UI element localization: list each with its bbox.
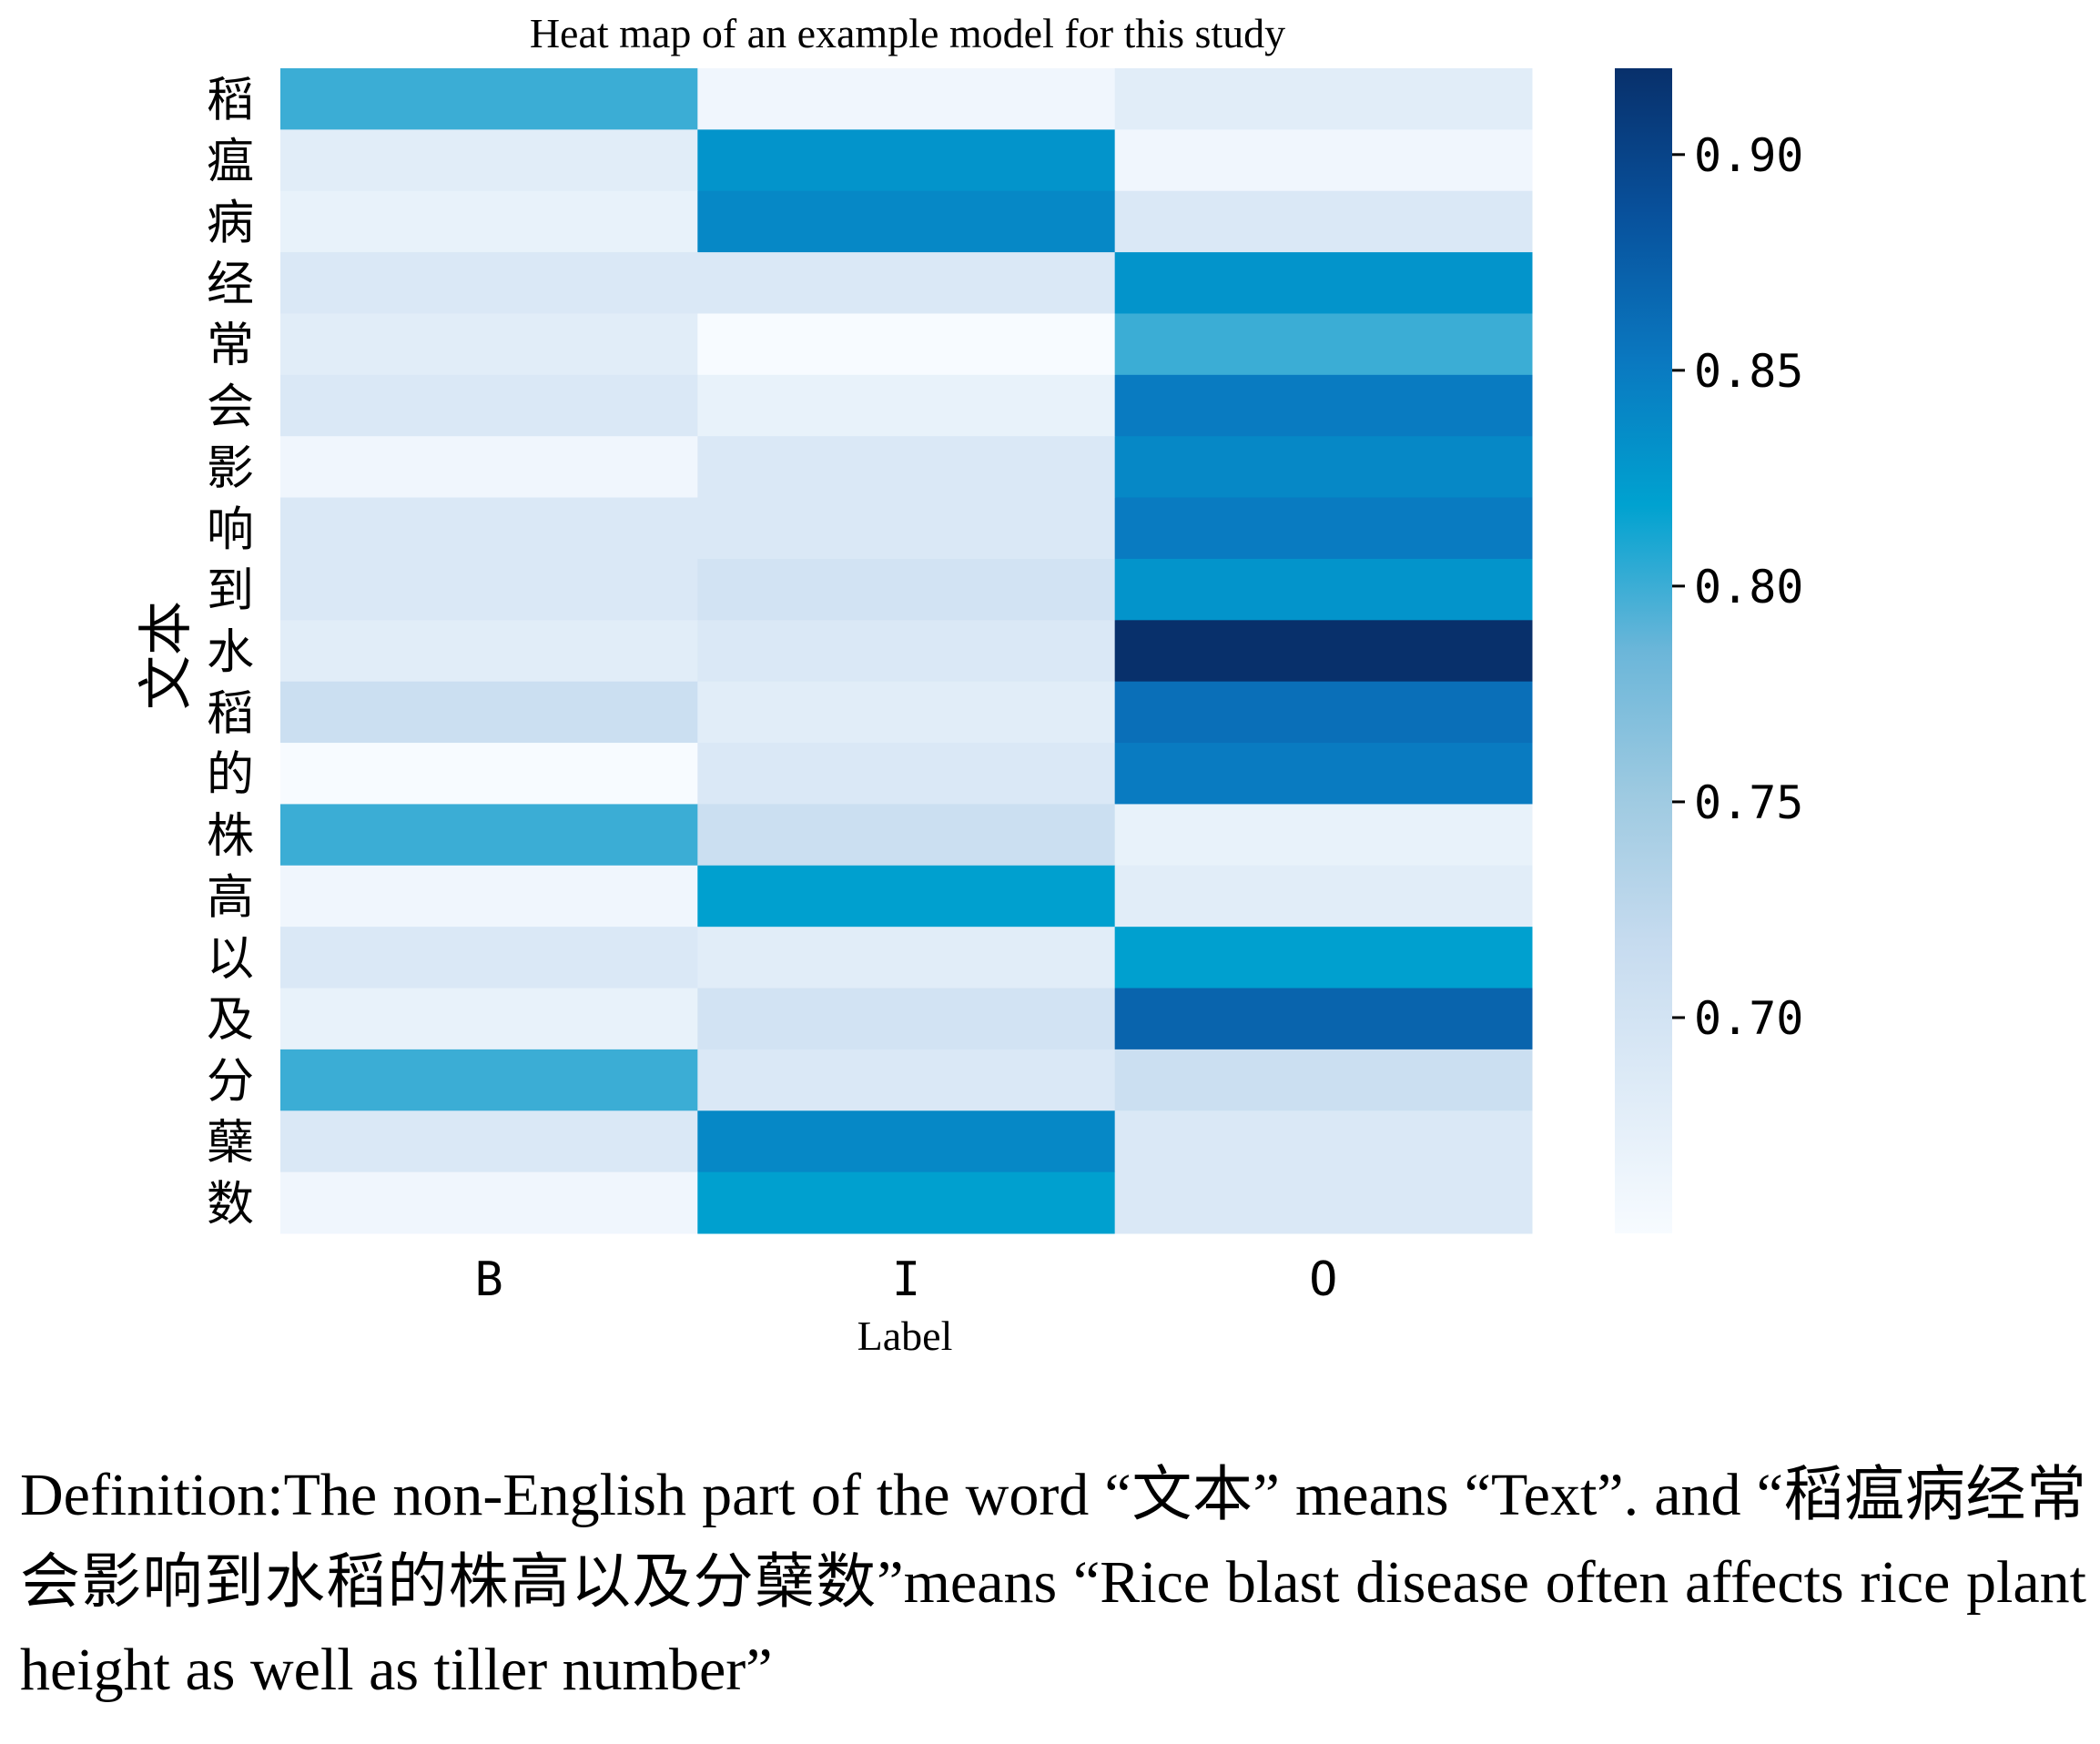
heatmap-cell [280,927,698,989]
heatmap-cell [1114,129,1533,192]
heatmap-cell [280,436,698,499]
heatmap-cell [280,804,698,867]
heatmap-cell [1114,927,1533,989]
heatmap-cell [1114,558,1533,621]
heatmap-cell [1114,620,1533,683]
x-axis-label: Label [857,1313,953,1359]
y-tick-label: 影 [207,441,254,496]
y-tick-label: 水 [207,625,254,680]
y-tick-label: 响 [207,502,254,557]
heatmap-cell [1114,865,1533,928]
heatmap-cell [697,558,1116,621]
heatmap-cell [280,620,698,683]
heatmap-cell [280,313,698,376]
heatmap-cell [1114,1049,1533,1111]
chart-title: Heat map of an example model for this st… [530,10,1285,56]
heatmap-cell [697,804,1116,867]
colorbar-tick-label: 0.80 [1694,561,1803,613]
colorbar-ticks: 0.70 0.75 0.80 0.85 0.90 [1672,129,1803,1045]
colorbar-tick-label: 0.75 [1694,776,1803,829]
caption-line-3: often affects rice plant height as well … [20,1549,2087,1703]
heatmap-cell [1114,804,1533,867]
y-tick-label: 蘖 [207,1116,254,1171]
definition-caption: Definition:The non-English part of the w… [20,1452,2086,1714]
colorbar [1615,68,1672,1233]
heatmap-cell [1114,252,1533,314]
heatmap-cell [280,865,698,928]
y-tick-label: 瘟 [207,135,254,189]
y-tick-label: 分 [207,1055,254,1110]
heatmap-cell [280,1049,698,1111]
caption-line-1: Definition:The non-English part of the w… [20,1462,1741,1528]
heatmap-cell [280,497,698,560]
heatmap-cell [280,681,698,744]
heatmap-cell [697,313,1116,376]
heatmap-cell [697,374,1116,437]
heatmap-cell [1114,313,1533,376]
heatmap-cell [280,988,698,1050]
heatmap-cell [697,927,1116,989]
y-tick-label: 经 [207,258,254,312]
y-tick-label: 高 [207,870,254,925]
heatmap-cell [697,681,1116,744]
heatmap-cell [697,865,1116,928]
y-tick-labels: 稻瘟病经常会影响到水稻的株高以及分蘖数 [207,74,254,1232]
heatmap-cells [280,68,1533,1234]
heatmap-cell [280,374,698,437]
heatmap-cell [280,1110,698,1173]
heatmap-cell [697,497,1116,560]
y-axis-label: 文本 [135,601,198,710]
heatmap-cell [697,743,1116,805]
heatmap-cell [697,129,1116,192]
x-tick-label: I [892,1252,920,1307]
y-tick-label: 稻 [207,686,254,741]
y-tick-label: 到 [207,564,254,619]
heatmap-cell [697,1049,1116,1111]
heatmap-cell [280,190,698,253]
y-tick-label: 稻 [207,74,254,128]
heatmap-cell [1114,1171,1533,1234]
y-tick-label: 株 [207,809,254,864]
colorbar-tick-label: 0.70 [1694,992,1803,1045]
y-tick-label: 数 [207,1177,254,1232]
caption-line-2: “稻瘟病经常会影响到水稻的株高以及分蘖数”means “Rice blast d… [20,1462,2086,1616]
x-tick-label: O [1309,1252,1337,1307]
heatmap-cell [697,1110,1116,1173]
heatmap-cell [280,1171,698,1234]
heatmap-cell [697,620,1116,683]
heatmap-cell [1114,681,1533,744]
heatmap-cell [697,1171,1116,1234]
heatmap-cell [280,252,698,314]
heatmap-chart: Heat map of an example model for this st… [135,10,1803,1359]
colorbar-tick-label: 0.85 [1694,345,1803,398]
heatmap-cell [280,129,698,192]
heatmap-cell [280,68,698,130]
heatmap-cell [1114,988,1533,1050]
y-tick-label: 病 [207,196,254,250]
heatmap-cell [1114,190,1533,253]
colorbar-tick-label: 0.90 [1694,129,1803,182]
heatmap-cell [697,988,1116,1050]
heatmap-cell [1114,436,1533,499]
y-tick-label: 常 [207,319,254,373]
heatmap-cell [697,68,1116,130]
y-tick-label: 及 [207,993,254,1048]
heatmap-cell [280,743,698,805]
heatmap-cell [280,558,698,621]
y-tick-label: 会 [207,380,254,435]
y-tick-label: 以 [207,932,254,987]
x-tick-label: B [475,1252,503,1307]
heatmap-cell [697,436,1116,499]
heatmap-cell [1114,743,1533,805]
heatmap-cell [697,190,1116,253]
heatmap-cell [697,252,1116,314]
heatmap-cell [1114,374,1533,437]
heatmap-cell [1114,1110,1533,1173]
y-tick-label: 的 [207,748,254,803]
heatmap-cell [1114,497,1533,560]
heatmap-cell [1114,68,1533,130]
